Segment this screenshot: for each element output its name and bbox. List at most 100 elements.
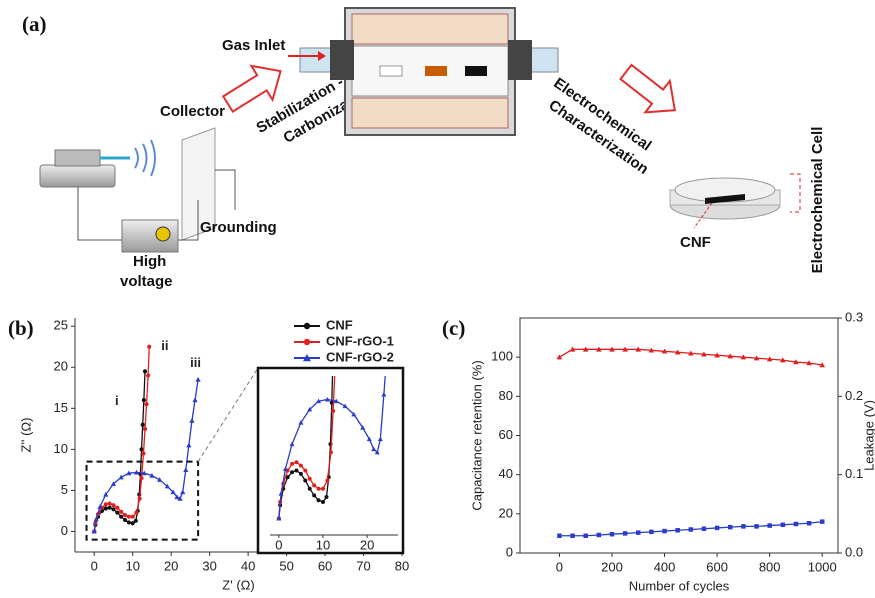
marker <box>303 354 311 362</box>
pump <box>39 164 116 188</box>
wire <box>77 187 122 241</box>
marker <box>741 524 746 529</box>
marker <box>360 425 366 430</box>
marker <box>119 514 124 519</box>
marker <box>324 494 329 499</box>
y-tick-label: 10 <box>54 441 68 456</box>
marker <box>569 346 576 352</box>
marker <box>133 518 138 523</box>
marker <box>303 478 308 483</box>
marker <box>342 403 348 409</box>
marker <box>141 451 146 456</box>
marker <box>596 532 602 538</box>
marker <box>122 512 128 518</box>
marker <box>139 447 144 452</box>
marker <box>298 471 303 476</box>
y2-tick-label: 0.0 <box>845 544 863 559</box>
y2-tick-label: 0.3 <box>845 309 863 324</box>
marker <box>142 426 148 431</box>
marker <box>331 409 336 414</box>
marker <box>164 483 170 489</box>
legend-label: CNF <box>326 317 353 332</box>
x-tick-label: 60 <box>318 558 332 573</box>
marker <box>701 351 707 357</box>
x-axis-label: Z' (Ω) <box>222 577 254 592</box>
cnf-sample <box>705 194 745 204</box>
marker <box>335 310 339 314</box>
marker <box>609 531 615 537</box>
x-tick-label: 0 <box>556 559 563 574</box>
marker <box>307 486 312 491</box>
marker <box>366 436 372 442</box>
marker <box>675 528 680 533</box>
marker <box>324 396 330 402</box>
marker <box>115 505 120 510</box>
marker <box>134 510 139 515</box>
label: Gas Inlet <box>222 37 285 54</box>
marker <box>285 475 290 480</box>
power-icon <box>155 226 171 242</box>
legend-label: CNF-rGO-1 <box>326 333 394 348</box>
marker <box>110 481 117 486</box>
marker <box>147 344 152 349</box>
marker <box>312 483 317 488</box>
marker <box>111 503 116 508</box>
marker <box>107 501 112 506</box>
x-tick-label: 200 <box>601 559 623 574</box>
marker <box>140 422 145 427</box>
marker <box>103 502 108 507</box>
marker <box>381 392 387 397</box>
marker <box>753 355 760 361</box>
marker <box>278 491 284 496</box>
arrow <box>619 63 677 114</box>
marker <box>332 302 336 306</box>
marker <box>294 460 299 465</box>
marker <box>130 514 135 519</box>
marker <box>119 509 124 514</box>
marker <box>635 346 642 352</box>
marker <box>137 496 142 501</box>
marker <box>333 398 339 404</box>
marker <box>320 499 325 504</box>
x-tick-label: 800 <box>759 559 781 574</box>
marker <box>328 450 333 455</box>
label: Collector <box>160 103 225 120</box>
x-tick-label: 10 <box>125 558 139 573</box>
marker <box>388 293 393 298</box>
marker <box>582 346 589 352</box>
marker <box>766 356 773 362</box>
y-axis-label: Z'' (Ω) <box>18 418 33 453</box>
marker <box>674 349 681 355</box>
marker <box>806 360 812 366</box>
x-tick-label: 80 <box>395 558 409 573</box>
marker <box>728 524 733 530</box>
marker <box>289 441 295 447</box>
marker <box>290 470 295 475</box>
x-tick-label: 1000 <box>808 559 837 574</box>
marker <box>276 515 282 521</box>
marker <box>740 354 747 360</box>
marker <box>97 504 103 509</box>
y-tick-label: 60 <box>499 427 513 442</box>
marker <box>334 252 338 256</box>
x-tick-label: 20 <box>164 558 178 573</box>
marker <box>141 470 147 476</box>
marker <box>126 520 131 525</box>
y2-axis-label: Leakage (V) <box>861 400 875 471</box>
annotation: iii <box>190 355 201 370</box>
y-tick-label: 40 <box>499 466 513 481</box>
marker <box>340 145 344 149</box>
marker <box>351 411 357 417</box>
marker <box>392 252 397 257</box>
x-tick-label: 0 <box>91 558 98 573</box>
sample <box>465 66 487 76</box>
label: voltage <box>120 273 173 290</box>
x-tick-label: 40 <box>241 558 255 573</box>
label: CNF <box>680 234 711 251</box>
x-tick-label: 30 <box>202 558 216 573</box>
marker <box>103 491 109 497</box>
marker <box>714 525 720 531</box>
marker <box>139 476 144 481</box>
marker <box>294 468 299 473</box>
panel-label: (c) <box>442 316 465 340</box>
